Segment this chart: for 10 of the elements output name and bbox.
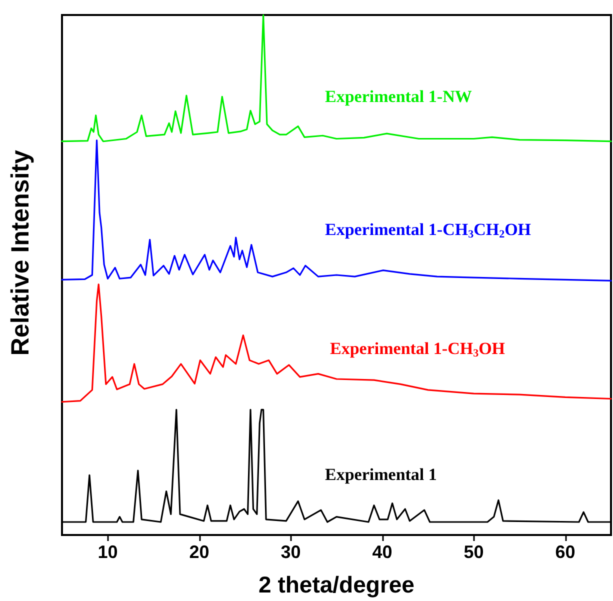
series-label: Experimental 1 xyxy=(325,465,437,484)
x-tick-label: 50 xyxy=(464,542,484,562)
x-tick-label: 40 xyxy=(372,542,392,562)
series-label: Experimental 1-NW xyxy=(325,87,472,106)
y-axis-title: Relative Intensity xyxy=(6,150,34,356)
x-tick-label: 60 xyxy=(555,542,576,562)
x-tick-label: 30 xyxy=(280,542,301,562)
x-axis-title: 2 theta/degree xyxy=(258,572,414,598)
x-tick-label: 10 xyxy=(98,542,118,562)
x-tick-label: 20 xyxy=(189,542,210,562)
